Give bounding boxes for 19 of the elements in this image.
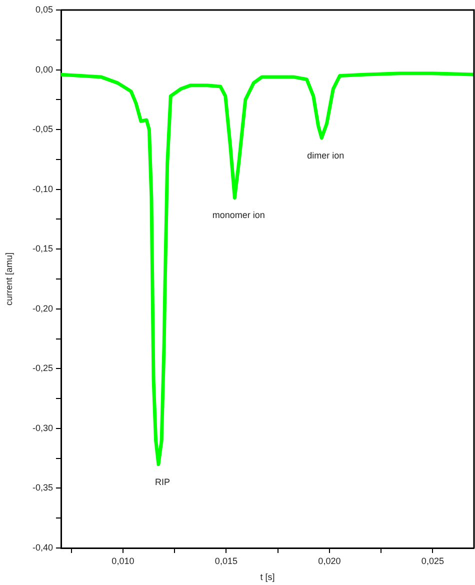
y-tick-label: 0,05	[35, 4, 53, 14]
y-tick-label: 0,00	[35, 64, 53, 74]
y-tick-label: -0,30	[32, 422, 53, 433]
annotation: dimer ion	[307, 150, 344, 160]
y-tick-label: -0,35	[32, 482, 53, 493]
x-tick-label: 0,020	[318, 556, 341, 566]
x-tick-label: 0,025	[421, 556, 444, 566]
y-tick-label: -0,15	[32, 244, 53, 254]
y-tick-label: -0,40	[32, 542, 53, 552]
x-axis-title: t [s]	[260, 572, 275, 582]
x-tick-label: 0,010	[112, 556, 134, 566]
y-tick-label: -0,20	[32, 303, 53, 314]
y-tick-label: -0,05	[32, 124, 53, 134]
annotation: RIP	[154, 476, 170, 487]
annotation: monomer ion	[212, 210, 265, 220]
y-tick-label: -0,25	[32, 363, 53, 374]
x-tick-label: 0,015	[214, 556, 238, 566]
y-tick-label: -0,10	[32, 184, 53, 194]
y-axis-title: current [amu]	[4, 252, 14, 306]
